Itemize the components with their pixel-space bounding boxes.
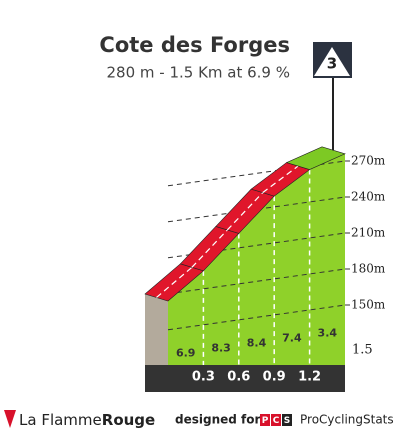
brand: La FlammeRouge xyxy=(19,411,155,429)
brand-icon xyxy=(4,410,16,428)
climb-subtitle: 280 m - 1.5 Km at 6.9 % xyxy=(106,64,290,82)
grid-line xyxy=(167,196,346,223)
climb-title: Cote des Forges xyxy=(99,33,290,57)
grid-line xyxy=(167,268,346,295)
brand-light: La Flamme xyxy=(19,411,102,429)
front-face xyxy=(168,153,345,365)
y-tick-label: 270m xyxy=(351,154,386,168)
gradient-label: 7.4 xyxy=(282,332,302,345)
logo-box xyxy=(282,414,292,426)
designed-for: designed for xyxy=(175,413,260,427)
side-face xyxy=(145,293,168,365)
y-tick-label: 210m xyxy=(351,226,386,240)
logo-box xyxy=(260,414,270,426)
ribbon-dash xyxy=(262,165,299,194)
grid-line xyxy=(167,304,346,331)
base-band xyxy=(145,365,345,392)
site-name: ProCyclingStats xyxy=(300,413,394,427)
ribbon-dash xyxy=(226,192,264,231)
ribbon-dash xyxy=(156,266,193,298)
x-tick-label: 0.9 xyxy=(263,370,286,385)
gradient-label: 8.4 xyxy=(247,337,267,350)
plot: 150m 180m 210m 240m 270m 6.9 8.3 8.4 7.4 3.4 0.3 0.… xyxy=(144,146,386,392)
x-tick-label: 0.6 xyxy=(227,370,250,385)
ribbon-segment xyxy=(285,146,346,170)
x-tick-label: 1.2 xyxy=(298,370,321,385)
logo-letter: C xyxy=(273,416,280,426)
logo-letter: P xyxy=(262,416,269,426)
x-tick-label: 1.5 xyxy=(352,343,373,358)
gradient-label: 8.3 xyxy=(211,342,231,355)
logo-letter: S xyxy=(284,416,290,426)
logo-box xyxy=(271,414,281,426)
ribbon-dash xyxy=(191,229,228,268)
gradient-label: 6.9 xyxy=(176,347,196,360)
badge-triangle xyxy=(314,47,350,76)
y-tick-label: 240m xyxy=(351,190,386,204)
brand-bold: Rouge xyxy=(102,411,155,429)
badge-number: 3 xyxy=(327,55,337,73)
y-tick-label: 180m xyxy=(351,262,386,276)
x-tick-label: 0.3 xyxy=(192,370,215,385)
gradient-label: 3.4 xyxy=(318,327,338,340)
y-tick-label: 150m xyxy=(351,298,386,312)
